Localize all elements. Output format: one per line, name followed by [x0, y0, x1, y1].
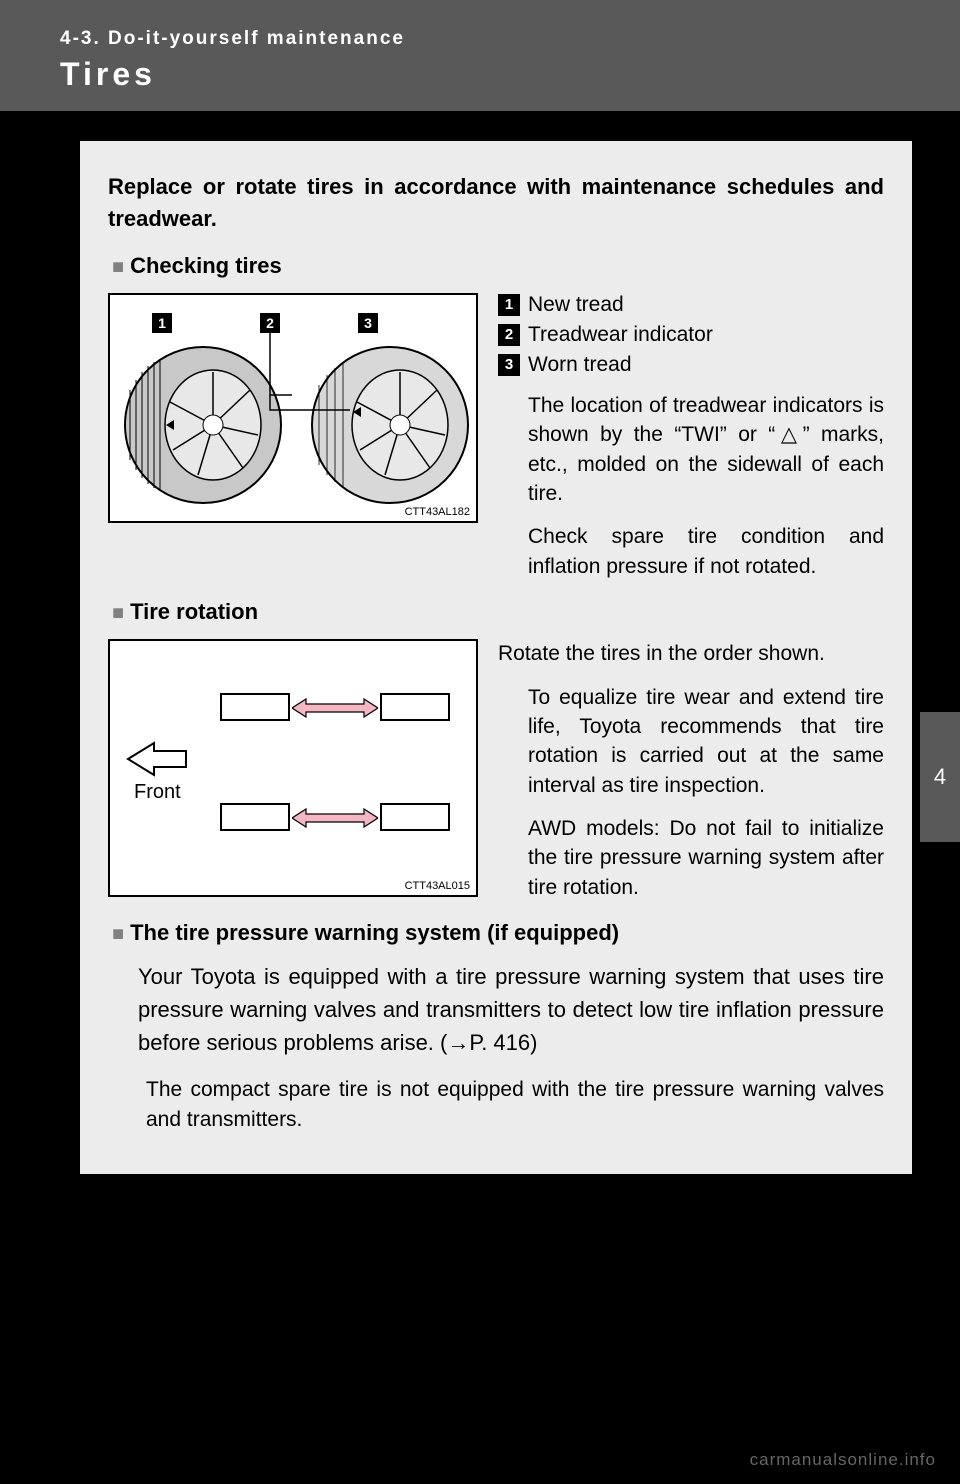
tpws-note: The compact spare tire is not equipped w… [146, 1075, 884, 1134]
intro-text: Replace or rotate tires in accordance wi… [108, 171, 884, 235]
num-badge-1: 1 [498, 294, 520, 316]
front-label: Front [134, 781, 181, 804]
num-badge-2: 2 [498, 324, 520, 346]
item-1-label: New tread [528, 293, 624, 317]
num-badge-3: 3 [498, 354, 520, 376]
checking-para-1: The location of treadwear indicators is … [528, 391, 884, 509]
tire-rect-icon [380, 803, 450, 831]
tpws-body: Your Toyota is equipped with a tire pres… [138, 960, 884, 1059]
square-bullet-icon: ■ [112, 602, 124, 624]
tire-rect-icon [220, 803, 290, 831]
rotation-heading-text: Tire rotation [130, 599, 258, 624]
tire-rect-icon [380, 693, 450, 721]
swap-arrow-icon [292, 807, 378, 829]
callout-line-icon [110, 295, 478, 523]
item-1: 1 New tread [498, 293, 884, 317]
checking-heading-text: Checking tires [130, 253, 282, 278]
rotation-heading: ■ Tire rotation [112, 599, 884, 625]
rotation-para-1: To equalize tire wear and extend tire li… [528, 683, 884, 801]
checking-row: 1 2 3 [108, 293, 884, 581]
figure-code-2: CTT43AL015 [405, 880, 470, 892]
item-2-label: Treadwear indicator [528, 323, 713, 347]
tpws-heading: ■ The tire pressure warning system (if eq… [112, 920, 884, 946]
swap-arrow-icon [292, 697, 378, 719]
tire-rect-icon [220, 693, 290, 721]
page-header: 4-3. Do-it-yourself maintenance Tires [0, 0, 960, 111]
rotation-text-column: Rotate the tires in the order shown. To … [498, 639, 884, 902]
rotation-row: Front CTT43AL015 Rotate the tires in the… [108, 639, 884, 902]
item-3: 3 Worn tread [498, 353, 884, 377]
section-label: 4-3. Do-it-yourself maintenance [60, 28, 900, 50]
rotation-figure: Front CTT43AL015 [108, 639, 478, 897]
rotation-lead: Rotate the tires in the order shown. [498, 639, 884, 668]
page-title: Tires [60, 56, 900, 93]
square-bullet-icon: ■ [112, 923, 124, 945]
checking-para-2: Check spare tire condition and inflation… [528, 522, 884, 581]
checking-figure: 1 2 3 [108, 293, 478, 523]
chapter-number: 4 [934, 764, 946, 790]
chapter-tab: 4 [920, 712, 960, 842]
watermark: carmanualsonline.info [750, 1450, 936, 1470]
figure-code-1: CTT43AL182 [405, 506, 470, 518]
tpws-heading-text: The tire pressure warning system (if equ… [130, 920, 619, 945]
page-body: Replace or rotate tires in accordance wi… [80, 141, 912, 1174]
item-2: 2 Treadwear indicator [498, 323, 884, 347]
checking-text-column: 1 New tread 2 Treadwear indicator 3 Worn… [498, 293, 884, 581]
checking-heading: ■ Checking tires [112, 253, 884, 279]
item-3-label: Worn tread [528, 353, 632, 377]
square-bullet-icon: ■ [112, 256, 124, 278]
rotation-para-2: AWD models: Do not fail to initialize th… [528, 814, 884, 902]
